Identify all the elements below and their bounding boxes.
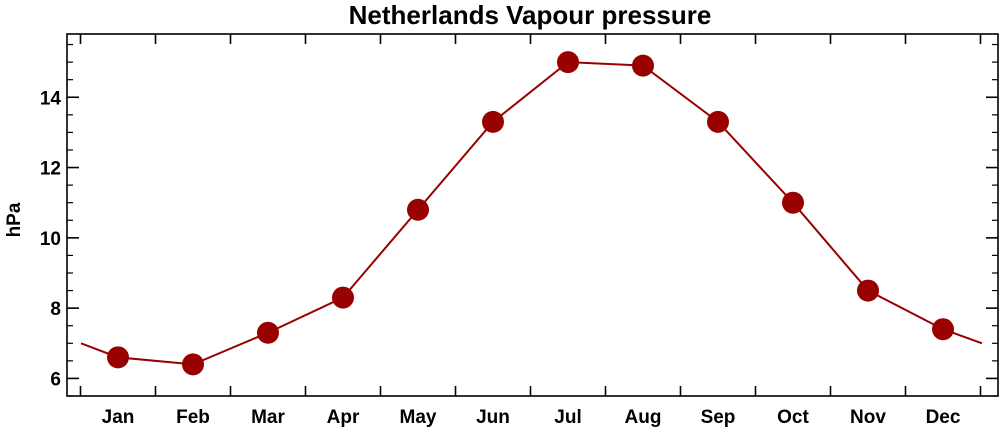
x-tick-label: Apr <box>327 407 360 428</box>
data-point <box>557 51 579 74</box>
y-axis: 6 8 10 12 14 <box>40 43 998 397</box>
x-tick-label: Sep <box>701 407 736 428</box>
x-tick-label: May <box>400 407 437 428</box>
data-point <box>482 110 504 133</box>
x-tick-label: Aug <box>625 407 662 428</box>
x-axis: Jan Feb Mar Apr May Jun Jul Aug Sep Oct Nov Dec <box>79 34 982 428</box>
y-tick-label: 12 <box>40 159 61 180</box>
x-tick-label: Jul <box>554 407 581 428</box>
data-point <box>782 191 804 214</box>
data-point <box>857 279 879 302</box>
data-point <box>332 286 354 309</box>
chart-title: Netherlands Vapour pressure <box>349 0 712 30</box>
data-point <box>107 346 129 369</box>
x-tick-label: Jan <box>102 407 135 428</box>
data-point <box>257 321 279 344</box>
series-line <box>80 61 983 366</box>
series-layer <box>80 51 983 376</box>
plot-frame <box>66 33 999 397</box>
x-tick-label: Dec <box>926 407 961 428</box>
y-tick-label: 14 <box>40 88 62 109</box>
x-tick-label: Oct <box>777 407 809 428</box>
x-tick-label: Nov <box>850 407 886 428</box>
data-point <box>932 318 954 341</box>
y-tick-label: 10 <box>40 229 61 250</box>
y-tick-label: 8 <box>50 299 61 320</box>
data-point <box>707 110 729 133</box>
x-tick-label: Mar <box>251 407 285 428</box>
data-point <box>632 54 654 77</box>
data-point <box>407 198 429 221</box>
x-tick-label: Jun <box>476 407 510 428</box>
data-point <box>182 353 204 376</box>
y-axis-label: hPa <box>4 202 25 237</box>
y-tick-label: 6 <box>50 369 61 390</box>
x-tick-label: Feb <box>176 407 210 428</box>
